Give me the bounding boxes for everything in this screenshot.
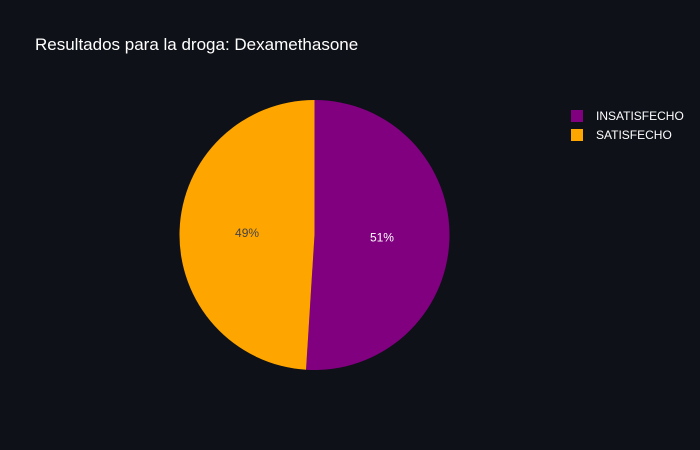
slice-label-insatisfecho: 51%: [370, 230, 394, 244]
pie-slice-insatisfecho[interactable]: [306, 100, 450, 371]
legend-item-insatisfecho[interactable]: INSATISFECHO: [571, 107, 684, 125]
pie-slice-satisfecho[interactable]: [179, 100, 315, 370]
legend-item-satisfecho[interactable]: SATISFECHO: [571, 126, 684, 144]
legend-label-insatisfecho: INSATISFECHO: [596, 109, 684, 123]
legend[interactable]: INSATISFECHO SATISFECHO: [571, 107, 684, 145]
slice-label-satisfecho: 49%: [235, 226, 259, 240]
legend-swatch-insatisfecho: [571, 110, 583, 122]
legend-swatch-satisfecho: [571, 129, 583, 141]
chart-title: Resultados para la droga: Dexamethasone: [35, 35, 359, 54]
legend-label-satisfecho: SATISFECHO: [596, 128, 672, 142]
